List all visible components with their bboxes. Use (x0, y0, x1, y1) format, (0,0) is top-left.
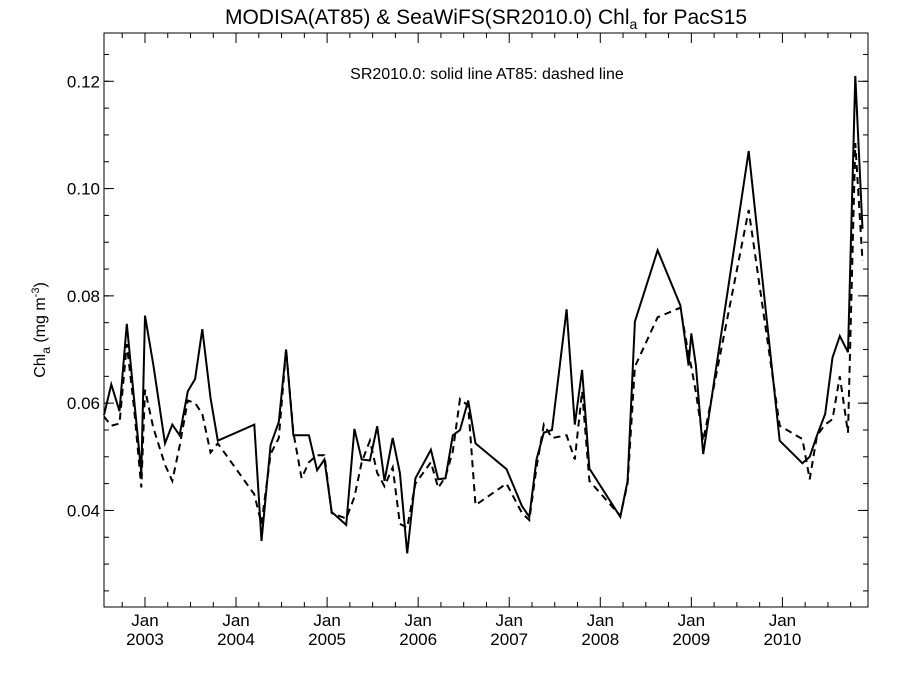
y-tick-label: 0.12 (67, 72, 100, 91)
y-tick-label: 0.10 (67, 180, 100, 199)
x-tick-month-label: Jan (131, 611, 158, 630)
x-tick-year-label: 2003 (126, 630, 164, 649)
x-tick-month-label: Jan (313, 611, 340, 630)
x-tick-year-label: 2005 (308, 630, 346, 649)
y-tick-label: 0.06 (67, 394, 100, 413)
plot-frame (103, 32, 869, 608)
y-tick-label: 0.04 (67, 501, 100, 520)
y-axis-label: Chla (mg m-3) (30, 282, 53, 378)
y-axis-label-units: (mg m (32, 297, 49, 347)
chart-title: MODISA(AT85) & SeaWiFS(SR2010.0) Chla fo… (225, 6, 747, 32)
x-tick-month-label: Jan (587, 611, 614, 630)
chart-title-suffix: for PacS15 (637, 6, 747, 29)
x-tick-month-label: Jan (678, 611, 705, 630)
x-tick-month-label: Jan (769, 611, 796, 630)
x-tick-year-label: 2010 (763, 630, 801, 649)
x-tick-month-label: Jan (222, 611, 249, 630)
y-axis: 0.04 0.06 0.08 0.10 0.12 (67, 72, 868, 520)
series-line-sr2010-0 (103, 75, 864, 554)
y-axis-label-main: Chl (32, 354, 49, 378)
y-axis-label-superscript: -3 (30, 288, 42, 298)
x-tick-year-label: 2004 (217, 630, 255, 649)
chart-title-subscript: a (630, 16, 638, 32)
y-axis-label-subscript: a (39, 347, 53, 354)
x-tick-year-label: 2009 (672, 630, 710, 649)
minor-ticks (104, 33, 868, 607)
x-tick-month-label: Jan (496, 611, 523, 630)
x-tick-year-label: 2008 (581, 630, 619, 649)
y-axis-label-units-close: ) (32, 282, 49, 287)
x-tick-month-label: Jan (404, 611, 431, 630)
y-tick-label: 0.08 (67, 287, 100, 306)
chart-annotation: SR2010.0: solid line AT85: dashed line (350, 66, 624, 83)
series-layer (103, 75, 864, 554)
x-tick-year-label: 2006 (399, 630, 437, 649)
x-tick-year-label: 2007 (490, 630, 528, 649)
series-line-at85 (103, 142, 864, 530)
x-axis: Jan2003Jan2004Jan2005Jan2006Jan2007Jan20… (126, 33, 801, 649)
chart-title-main: MODISA(AT85) & SeaWiFS(SR2010.0) Chl (225, 6, 630, 29)
